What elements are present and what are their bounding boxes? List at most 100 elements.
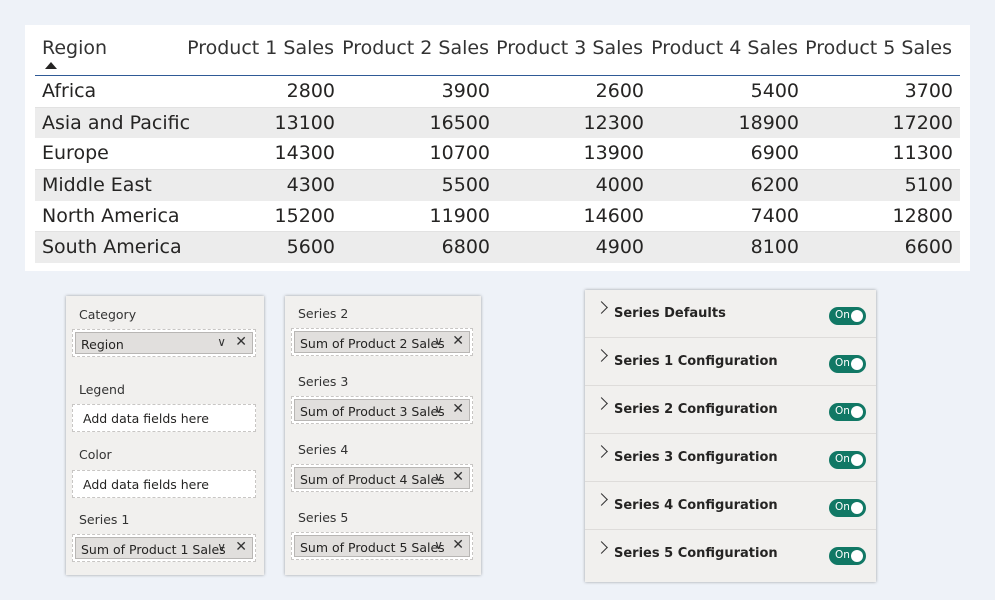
toggle-knob: [851, 310, 863, 322]
series-1-field-pill[interactable]: Sum of Product 1 Sales ∨ ✕: [75, 537, 253, 559]
cell-product-2: 5500: [441, 174, 490, 197]
cell-region: South America: [42, 236, 182, 259]
toggle-label: On: [835, 309, 850, 321]
column-header-product-1[interactable]: Product 1 Sales: [187, 37, 334, 59]
cell-product-5: 11300: [892, 142, 953, 165]
chevron-down-icon[interactable]: ∨: [434, 470, 443, 484]
series-3-field-name: Sum of Product 3 Sales: [300, 404, 445, 419]
toggle-switch[interactable]: On: [829, 451, 866, 469]
legend-well[interactable]: Add data fields here: [72, 404, 256, 432]
cell-region: North America: [42, 204, 180, 227]
series-5-label: Series 5: [298, 510, 349, 525]
close-icon[interactable]: ✕: [452, 401, 464, 417]
chevron-down-icon[interactable]: ∨: [434, 538, 443, 552]
series-3-well[interactable]: Sum of Product 3 Sales ∨ ✕: [291, 396, 473, 424]
table-row: North America 15200 11900 14600 7400 128…: [35, 201, 960, 232]
toggle-switch[interactable]: On: [829, 547, 866, 565]
series-1-well[interactable]: Sum of Product 1 Sales ∨ ✕: [72, 534, 256, 562]
close-icon[interactable]: ✕: [452, 537, 464, 553]
chevron-down-icon[interactable]: ∨: [217, 540, 226, 554]
category-field-pill[interactable]: Region ∨ ✕: [75, 332, 253, 354]
section-series-defaults[interactable]: Series Defaults On: [585, 290, 876, 338]
series-4-label: Series 4: [298, 442, 349, 457]
chevron-right-icon[interactable]: [595, 349, 608, 362]
cell-product-1: 15200: [274, 204, 335, 227]
cell-product-2: 3900: [441, 80, 490, 102]
close-icon[interactable]: ✕: [452, 333, 464, 349]
series-4-well[interactable]: Sum of Product 4 Sales ∨ ✕: [291, 464, 473, 492]
column-header-product-4[interactable]: Product 4 Sales: [651, 37, 798, 59]
cell-region: Europe: [42, 142, 109, 165]
data-table: Region Product 1 Sales Product 2 Sales P…: [35, 25, 960, 264]
section-label: Series 5 Configuration: [614, 546, 778, 561]
series-1-label: Series 1: [79, 512, 130, 527]
series-4-field-pill[interactable]: Sum of Product 4 Sales ∨ ✕: [294, 467, 470, 489]
chevron-down-icon[interactable]: ∨: [434, 402, 443, 416]
series-5-field-pill[interactable]: Sum of Product 5 Sales ∨ ✕: [294, 535, 470, 557]
chevron-right-icon[interactable]: [595, 541, 608, 554]
toggle-knob: [851, 454, 863, 466]
toggle-label: On: [835, 549, 850, 561]
category-well[interactable]: Region ∨ ✕: [72, 329, 256, 357]
category-field-name: Region: [81, 337, 124, 352]
chevron-right-icon[interactable]: [595, 301, 608, 314]
section-series-3-configuration[interactable]: Series 3 Configuration On: [585, 434, 876, 482]
cell-product-4: 18900: [738, 111, 799, 134]
section-label: Series 3 Configuration: [614, 450, 778, 465]
section-label: Series 2 Configuration: [614, 402, 778, 417]
toggle-label: On: [835, 405, 850, 417]
toggle-knob: [851, 550, 863, 562]
cell-product-5: 5100: [904, 174, 953, 197]
chevron-right-icon[interactable]: [595, 445, 608, 458]
fields-pane-2: Series 2 Sum of Product 2 Sales ∨ ✕ Seri…: [285, 296, 481, 575]
series-3-field-pill[interactable]: Sum of Product 3 Sales ∨ ✕: [294, 399, 470, 421]
cell-product-3: 14600: [583, 204, 644, 227]
toggle-knob: [851, 502, 863, 514]
close-icon[interactable]: ✕: [235, 334, 247, 350]
series-2-field-pill[interactable]: Sum of Product 2 Sales ∨ ✕: [294, 331, 470, 353]
column-header-product-3[interactable]: Product 3 Sales: [496, 37, 643, 59]
toggle-switch[interactable]: On: [829, 499, 866, 517]
close-icon[interactable]: ✕: [452, 469, 464, 485]
cell-product-1: 2800: [286, 80, 335, 102]
column-divider: [188, 69, 189, 75]
color-label: Color: [79, 447, 112, 462]
section-series-1-configuration[interactable]: Series 1 Configuration On: [585, 338, 876, 386]
cell-product-3: 4000: [595, 174, 644, 197]
toggle-label: On: [835, 501, 850, 513]
table-row: Europe 14300 10700 13900 6900 11300: [35, 138, 960, 169]
cell-product-1: 4300: [286, 174, 335, 197]
cell-region: Middle East: [42, 174, 152, 197]
cell-product-4: 6900: [750, 142, 799, 165]
toggle-switch[interactable]: On: [829, 403, 866, 421]
cell-product-3: 13900: [583, 142, 644, 165]
chevron-right-icon[interactable]: [595, 397, 608, 410]
series-2-well[interactable]: Sum of Product 2 Sales ∨ ✕: [291, 328, 473, 356]
section-label: Series Defaults: [614, 306, 726, 321]
cell-product-4: 7400: [750, 204, 799, 227]
toggle-switch[interactable]: On: [829, 355, 866, 373]
section-series-2-configuration[interactable]: Series 2 Configuration On: [585, 386, 876, 434]
toggle-switch[interactable]: On: [829, 307, 866, 325]
color-well[interactable]: Add data fields here: [72, 470, 256, 498]
series-1-field-name: Sum of Product 1 Sales: [81, 542, 226, 557]
section-label: Series 4 Configuration: [614, 498, 778, 513]
section-series-5-configuration[interactable]: Series 5 Configuration On: [585, 530, 876, 578]
cell-product-1: 13100: [274, 111, 335, 134]
chevron-down-icon[interactable]: ∨: [434, 334, 443, 348]
series-2-label: Series 2: [298, 306, 349, 321]
table-row: Middle East 4300 5500 4000 6200 5100: [35, 169, 960, 201]
column-header-product-5[interactable]: Product 5 Sales: [805, 37, 952, 59]
cell-product-2: 11900: [429, 204, 490, 227]
section-series-4-configuration[interactable]: Series 4 Configuration On: [585, 482, 876, 530]
sort-ascending-icon: [45, 62, 57, 69]
column-header-product-2[interactable]: Product 2 Sales: [342, 37, 489, 59]
chevron-right-icon[interactable]: [595, 493, 608, 506]
table-row: South America 5600 6800 4900 8100 6600: [35, 231, 960, 264]
category-label: Category: [79, 307, 137, 322]
series-5-well[interactable]: Sum of Product 5 Sales ∨ ✕: [291, 532, 473, 560]
column-header-region[interactable]: Region: [42, 37, 108, 59]
close-icon[interactable]: ✕: [235, 539, 247, 555]
chevron-down-icon[interactable]: ∨: [217, 335, 226, 349]
table-row: Africa 2800 3900 2600 5400 3700: [35, 76, 960, 107]
